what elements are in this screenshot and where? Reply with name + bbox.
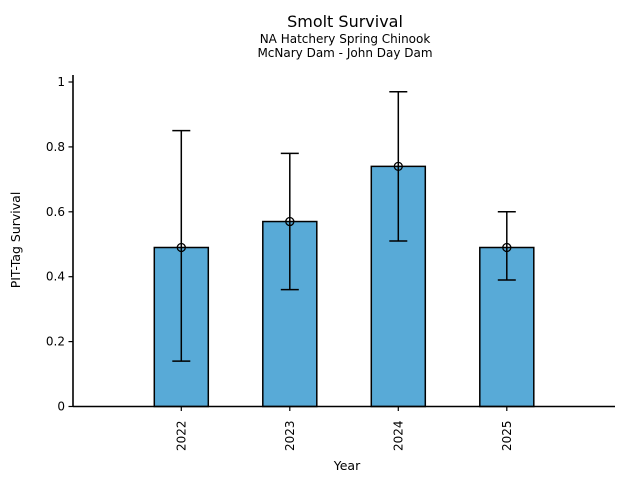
y-tick-label-0.6: 0.6 xyxy=(46,205,65,219)
x-tick-label-2025: 2025 xyxy=(500,421,514,452)
x-tick-label-2023: 2023 xyxy=(283,421,297,452)
x-tick-label-2022: 2022 xyxy=(174,421,188,452)
chart-title: Smolt Survival xyxy=(287,12,403,31)
y-tick-label-1: 1 xyxy=(57,75,65,89)
point-marker-2022 xyxy=(176,242,186,253)
y-tick-label-0.4: 0.4 xyxy=(46,270,65,284)
y-tick-label-0.8: 0.8 xyxy=(46,140,65,154)
y-axis-label: PIT-Tag Survival xyxy=(8,192,23,289)
chart-subtitle-line2: McNary Dam - John Day Dam xyxy=(257,46,432,60)
x-axis-label: Year xyxy=(333,458,361,473)
y-tick-label-0: 0 xyxy=(57,400,65,414)
plot-area: 2022 2023 2024 2025 0 0.2 0.4 0.6 0.8 1 xyxy=(46,75,615,451)
point-marker-2025 xyxy=(502,242,512,253)
point-marker-2024 xyxy=(393,161,403,172)
chart-subtitle-line1: NA Hatchery Spring Chinook xyxy=(260,32,431,46)
y-tick-label-0.2: 0.2 xyxy=(46,335,65,349)
x-tick-label-2024: 2024 xyxy=(391,421,405,452)
point-marker-2023 xyxy=(285,216,295,227)
